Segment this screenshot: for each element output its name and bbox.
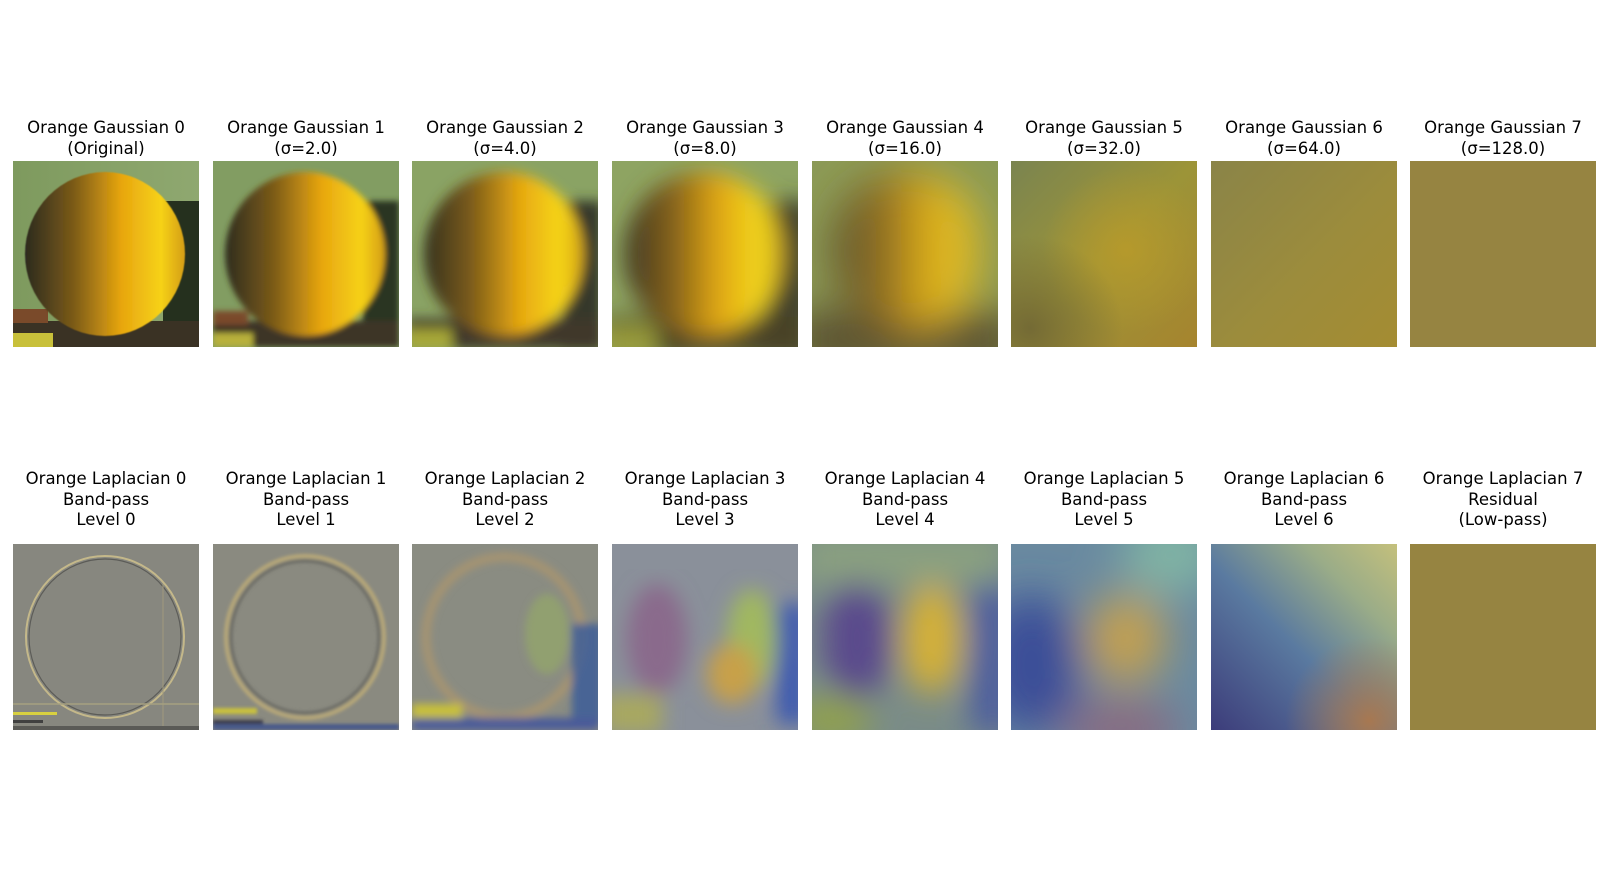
title-line: Band-pass <box>661 489 749 509</box>
panel-title: Orange Laplacian 6 Band-pass Level 6 <box>1191 469 1417 531</box>
orange-image-blur-5 <box>1011 161 1197 347</box>
title-line: Level 5 <box>1074 510 1134 529</box>
title-line: Orange Gaussian 2 <box>426 118 584 137</box>
title-line: Orange Gaussian 5 <box>1025 118 1183 137</box>
panel-title: Orange Laplacian 3 Band-pass Level 3 <box>592 469 818 531</box>
title-line: (Low-pass) <box>1458 510 1548 529</box>
laplacian-image-7 <box>1410 544 1596 730</box>
title-line: Orange Laplacian 3 <box>624 469 786 488</box>
panel-title: Orange Gaussian 3 (σ=8.0) <box>592 118 818 159</box>
title-line: (σ=64.0) <box>1267 138 1341 158</box>
title-line: Residual <box>1468 489 1538 509</box>
title-line: Level 3 <box>675 510 735 529</box>
panel-title: Orange Laplacian 2 Band-pass Level 2 <box>392 469 618 531</box>
panel-title: Orange Gaussian 4 (σ=16.0) <box>792 118 1018 159</box>
panel-title: Orange Gaussian 5 (σ=32.0) <box>991 118 1217 159</box>
orange-image-blur-3 <box>612 161 798 347</box>
title-line: Orange Gaussian 6 <box>1225 118 1383 137</box>
panel-title: Orange Laplacian 7 Residual (Low-pass) <box>1390 469 1600 531</box>
panel-title: Orange Laplacian 4 Band-pass Level 4 <box>792 469 1018 531</box>
title-line: Orange Gaussian 4 <box>826 118 984 137</box>
orange-image-blur-4 <box>812 161 998 347</box>
title-line: Orange Gaussian 7 <box>1424 118 1582 137</box>
title-line: Orange Laplacian 5 <box>1023 469 1185 488</box>
title-line: Band-pass <box>461 489 549 509</box>
title-line: Band-pass <box>861 489 949 509</box>
laplacian-image-0 <box>13 544 199 730</box>
title-line: (σ=32.0) <box>1067 138 1141 158</box>
laplacian-image-4 <box>812 544 998 730</box>
title-line: Band-pass <box>62 489 150 509</box>
panel-title: Orange Gaussian 7 (σ=128.0) <box>1390 118 1600 159</box>
title-line: Orange Laplacian 2 <box>424 469 586 488</box>
title-line: Level 0 <box>76 510 136 529</box>
laplacian-image-6 <box>1211 544 1397 730</box>
laplacian-image-1 <box>213 544 399 730</box>
title-line: Level 1 <box>276 510 336 529</box>
panel-title: Orange Gaussian 6 (σ=64.0) <box>1191 118 1417 159</box>
title-line: (Original) <box>67 138 145 158</box>
title-line: Band-pass <box>1060 489 1148 509</box>
title-line: (σ=2.0) <box>274 138 338 158</box>
panel-title: Orange Gaussian 1 (σ=2.0) <box>193 118 419 159</box>
orange-image-original <box>13 161 199 347</box>
panel-title: Orange Gaussian 0 (Original) <box>0 118 219 159</box>
title-line: Level 2 <box>475 510 535 529</box>
title-line: Band-pass <box>1260 489 1348 509</box>
panel-title: Orange Laplacian 5 Band-pass Level 5 <box>991 469 1217 531</box>
title-line: Orange Laplacian 1 <box>225 469 387 488</box>
title-line: Orange Laplacian 0 <box>25 469 187 488</box>
panel-title: Orange Laplacian 0 Band-pass Level 0 <box>0 469 219 531</box>
title-line: Level 4 <box>875 510 935 529</box>
laplacian-image-2 <box>412 544 598 730</box>
title-line: Orange Gaussian 1 <box>227 118 385 137</box>
title-line: (σ=128.0) <box>1460 138 1546 158</box>
title-line: Orange Laplacian 4 <box>824 469 986 488</box>
title-line: Level 6 <box>1274 510 1334 529</box>
title-line: Orange Gaussian 3 <box>626 118 784 137</box>
laplacian-image-5 <box>1011 544 1197 730</box>
orange-image-blur-7 <box>1410 161 1596 347</box>
title-line: Orange Laplacian 7 <box>1422 469 1584 488</box>
title-line: (σ=4.0) <box>473 138 537 158</box>
title-line: Orange Laplacian 6 <box>1223 469 1385 488</box>
title-line: (σ=8.0) <box>673 138 737 158</box>
orange-image-blur-2 <box>412 161 598 347</box>
title-line: Band-pass <box>262 489 350 509</box>
panel-title: Orange Gaussian 2 (σ=4.0) <box>392 118 618 159</box>
panel-title: Orange Laplacian 1 Band-pass Level 1 <box>193 469 419 531</box>
laplacian-image-3 <box>612 544 798 730</box>
orange-image-blur-1 <box>213 161 399 347</box>
orange-image-blur-6 <box>1211 161 1397 347</box>
title-line: Orange Gaussian 0 <box>27 118 185 137</box>
title-line: (σ=16.0) <box>868 138 942 158</box>
